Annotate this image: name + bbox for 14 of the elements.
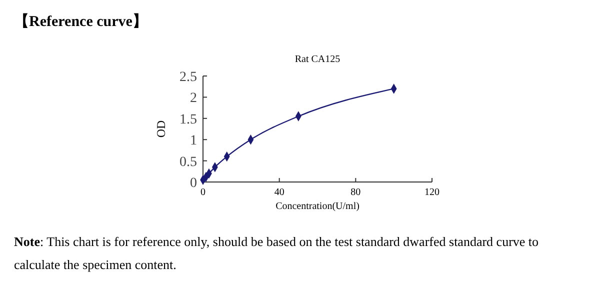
x-axis-title: Concentration(U/ml) [276, 201, 360, 212]
y-tick-label: 0.5 [180, 154, 197, 170]
y-axis-title: OD [154, 120, 168, 138]
y-tick-label: 2 [190, 91, 197, 106]
y-tick-label: 1.5 [180, 112, 197, 128]
x-tick-label: 120 [424, 187, 440, 198]
y-tick-label: 2.5 [180, 70, 197, 85]
chart-title: Rat CA125 [294, 54, 340, 65]
text: 【Reference curve】 [14, 13, 148, 30]
x-tick-label: 40 [274, 187, 284, 198]
x-tick-label: 0 [200, 187, 206, 198]
y-tick-label: 1 [190, 134, 197, 149]
x-tick-label: 80 [350, 187, 361, 198]
text: Note: This chart is for reference only, should be based on the test standard dwarfed standard curve to calculate the specimen content. [14, 234, 539, 272]
